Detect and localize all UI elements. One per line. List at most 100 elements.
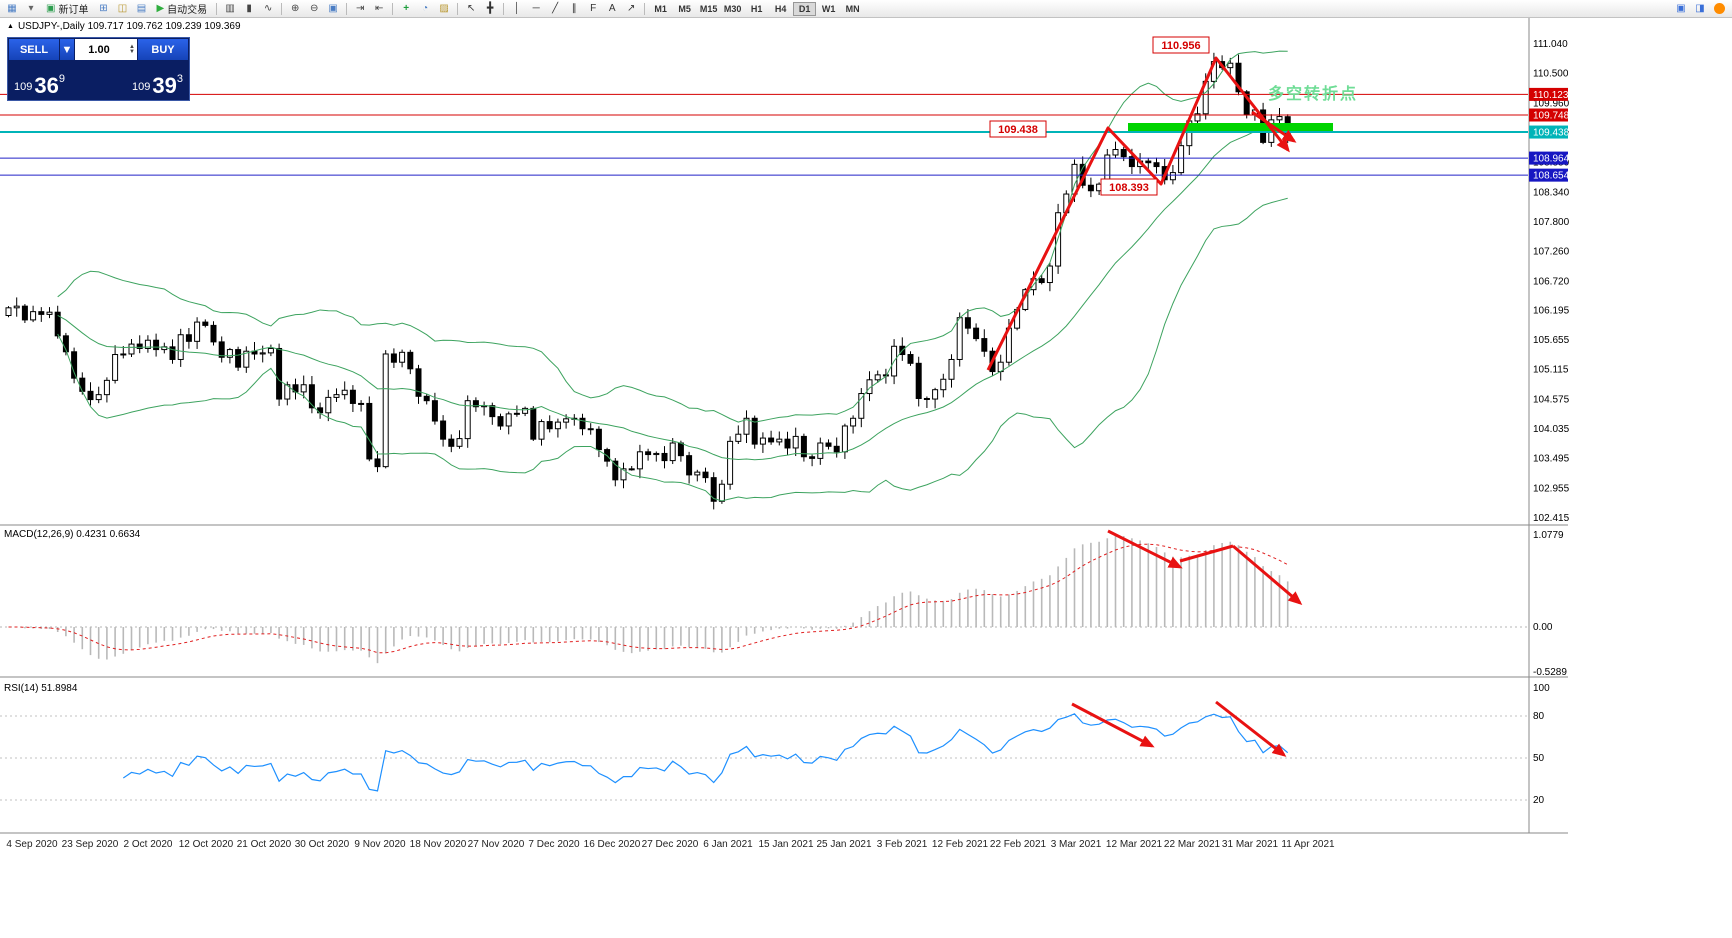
svg-text:15 Jan 2021: 15 Jan 2021 <box>758 839 813 850</box>
svg-text:106.720: 106.720 <box>1533 276 1570 287</box>
sell-button[interactable]: SELL <box>9 39 59 60</box>
volume-dropdown-button[interactable]: ▼ <box>60 39 74 60</box>
autotrade-button[interactable]: ▶ 自动交易 <box>151 1 212 16</box>
timeframe-h4-button[interactable]: H4 <box>769 2 792 16</box>
arrows-icon[interactable]: ↗ <box>622 1 640 16</box>
tile-windows-icon[interactable]: ▣ <box>324 1 342 16</box>
zoom-in-icon[interactable]: ⊕ <box>286 1 304 16</box>
horizontal-line-icon: ─ <box>532 3 540 14</box>
horizontal-line-icon[interactable]: ─ <box>527 1 545 16</box>
volume-stepper[interactable]: ▲ ▼ <box>129 43 137 55</box>
timeframe-m1-button[interactable]: M1 <box>649 2 672 16</box>
periods-icon[interactable]: ◔ <box>416 1 434 16</box>
bollinger-layer <box>57 50 1288 502</box>
navigator-icon[interactable]: ▤ <box>132 1 150 16</box>
data-window-icon[interactable]: ◫ <box>113 1 131 16</box>
price-annotation-box <box>989 120 1047 138</box>
svg-text:23 Sep 2020: 23 Sep 2020 <box>62 839 119 850</box>
buy-button[interactable]: BUY <box>138 39 188 60</box>
timeframe-w1-button[interactable]: W1 <box>817 2 840 16</box>
hlines-layer: 110.123 109.748 109.438 108.964 108.654 <box>0 87 1570 182</box>
crosshair-icon[interactable]: ╋ <box>481 1 499 16</box>
svg-text:103.495: 103.495 <box>1533 454 1570 465</box>
chart-list-icon[interactable]: ▾ <box>22 1 40 16</box>
trendline-icon[interactable]: ╱ <box>546 1 564 16</box>
cursor-icon[interactable]: ↖ <box>462 1 480 16</box>
price-annotation-box <box>1100 178 1158 196</box>
svg-text:-0.5289: -0.5289 <box>1533 667 1567 678</box>
volume-input[interactable] <box>77 43 121 56</box>
bid-price[interactable]: 109 36 9 <box>14 73 65 97</box>
candlestick-icon[interactable]: ▮ <box>240 1 258 16</box>
turning-point-label: 多空转折点 <box>1268 84 1358 103</box>
symbol-info: ▲ USDJPY-,Daily 109.717 109.762 109.239 … <box>7 21 241 32</box>
bar-chart-icon: ▥ <box>225 3 235 14</box>
rsi-arrow <box>1215 700 1287 757</box>
stepper-down-icon[interactable]: ▼ <box>129 48 135 55</box>
timeframe-d1-button[interactable]: D1 <box>793 1 817 16</box>
fibonacci-icon[interactable]: F <box>584 1 602 16</box>
bid-pip-digit: 9 <box>58 73 65 85</box>
bar-chart-icon[interactable]: ▥ <box>221 1 239 16</box>
navigator-icon: ▤ <box>136 3 147 14</box>
svg-text:27 Nov 2020: 27 Nov 2020 <box>468 839 525 850</box>
toolbar-separator <box>644 2 646 15</box>
timeframe-m15-button[interactable]: M15 <box>697 2 720 16</box>
toolbar-separator <box>346 2 348 15</box>
templates-icon[interactable]: ▨ <box>435 1 453 16</box>
timeframe-h1-button[interactable]: H1 <box>745 2 768 16</box>
svg-text:9 Nov 2020: 9 Nov 2020 <box>354 839 406 850</box>
svg-text:107.800: 107.800 <box>1533 217 1570 228</box>
zoom-out-icon[interactable]: ⊖ <box>305 1 323 16</box>
market-watch-icon: ⊞ <box>99 3 108 14</box>
zoom-in-icon: ⊕ <box>290 3 300 14</box>
candles-layer <box>5 52 1291 510</box>
vertical-line-icon[interactable]: │ <box>508 1 526 16</box>
candlestick-icon: ▮ <box>246 3 252 14</box>
macd-arrow <box>1107 529 1183 569</box>
price-annotation-box <box>1152 36 1210 54</box>
window-icon[interactable]: ▣ <box>1672 1 1690 16</box>
annotations-layer: 110.956 109.438 108.393 多空转折点 <box>986 36 1358 757</box>
panel-toggle-icon[interactable]: ▲ <box>7 23 14 30</box>
svg-text:12 Mar 2021: 12 Mar 2021 <box>1106 839 1163 850</box>
timeframe-m5-button[interactable]: M5 <box>673 2 696 16</box>
vertical-line-icon: │ <box>514 3 521 14</box>
toolbar-separator <box>503 2 505 15</box>
channel-icon[interactable]: ∥ <box>565 1 583 16</box>
fibonacci-icon: F <box>590 3 597 14</box>
stepper-up-icon[interactable]: ▲ <box>129 43 135 50</box>
timeframe-mn-button[interactable]: MN <box>841 2 864 16</box>
one-click-trading-panel: SELL ▼ ▲ ▼ BUY 109 36 9 109 39 3 <box>7 37 190 101</box>
svg-text:11 Apr 2021: 11 Apr 2021 <box>1281 839 1335 850</box>
market-watch-icon[interactable]: ⊞ <box>94 1 112 16</box>
notification-badge[interactable] <box>1714 3 1725 14</box>
new-order-button[interactable]: ▣ 新订单 <box>41 1 93 16</box>
layout-icon: ◨ <box>1695 3 1705 14</box>
svg-text:105.655: 105.655 <box>1533 335 1570 346</box>
svg-text:108.340: 108.340 <box>1533 187 1570 198</box>
autotrade-button-label: 自动交易 <box>167 5 208 16</box>
svg-text:1.0779: 1.0779 <box>1533 530 1564 541</box>
text-icon[interactable]: A <box>603 1 621 16</box>
chart-shift-icon: ⇤ <box>374 3 384 14</box>
timeframe-m30-button[interactable]: M30 <box>721 2 744 16</box>
svg-text:21 Oct 2020: 21 Oct 2020 <box>237 839 292 850</box>
svg-text:108.964: 108.964 <box>1533 154 1570 165</box>
line-chart-icon: ∿ <box>263 3 273 14</box>
svg-text:102.415: 102.415 <box>1533 513 1570 524</box>
chart-shift-icon[interactable]: ⇤ <box>370 1 388 16</box>
line-chart-icon[interactable]: ∿ <box>259 1 277 16</box>
svg-text:109.438: 109.438 <box>998 124 1038 136</box>
auto-scroll-icon[interactable]: ⇥ <box>351 1 369 16</box>
trend-arrow <box>986 56 1290 371</box>
indicators-icon[interactable]: + <box>397 1 415 16</box>
svg-text:12 Feb 2021: 12 Feb 2021 <box>932 839 989 850</box>
tile-windows-icon: ▣ <box>328 3 338 14</box>
ask-big-digits: 39 <box>152 73 177 98</box>
new-chart-icon[interactable]: ▦ <box>3 1 21 16</box>
ask-price[interactable]: 109 39 3 <box>132 73 183 98</box>
svg-text:18 Nov 2020: 18 Nov 2020 <box>410 839 467 850</box>
layout-icon[interactable]: ◨ <box>1691 1 1709 16</box>
